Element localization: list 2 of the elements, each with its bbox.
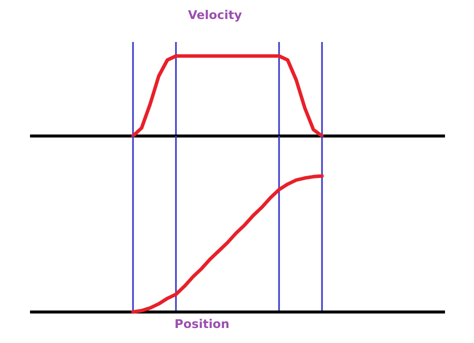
chart-title: Velocity bbox=[188, 8, 242, 22]
x-axis-title: Position bbox=[174, 317, 230, 331]
